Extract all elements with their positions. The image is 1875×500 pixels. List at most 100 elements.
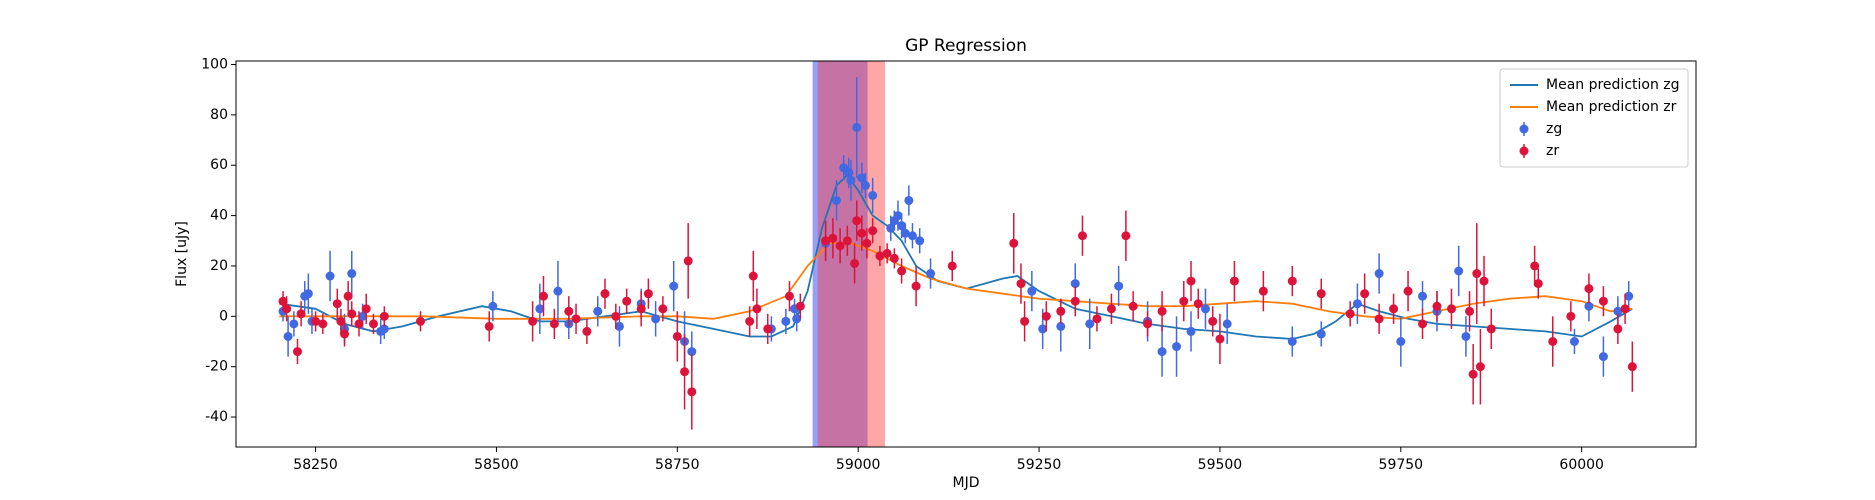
- data-point: [1215, 334, 1225, 344]
- data-point: [1222, 319, 1232, 329]
- plot-frame: [235, 60, 1697, 448]
- data-point: [669, 281, 679, 291]
- mean-line: [279, 173, 1633, 340]
- data-point: [1316, 289, 1326, 299]
- data-point: [1085, 319, 1095, 329]
- data-point: [1465, 306, 1475, 316]
- data-point: [1258, 286, 1268, 296]
- legend-swatch: [1519, 124, 1529, 134]
- data-point: [947, 261, 957, 271]
- x-tick-label: 59000: [836, 457, 881, 473]
- data-point: [1584, 284, 1594, 294]
- data-point: [828, 233, 838, 243]
- data-point: [1121, 231, 1131, 241]
- data-point: [1287, 336, 1297, 346]
- data-point: [318, 319, 328, 329]
- data-point: [484, 321, 494, 331]
- data-point: [347, 269, 357, 279]
- data-point: [1077, 231, 1087, 241]
- data-point: [860, 180, 870, 190]
- data-point: [282, 304, 292, 314]
- data-point: [1352, 299, 1362, 309]
- data-point: [911, 281, 921, 291]
- legend-label: Mean prediction zr: [1546, 99, 1677, 115]
- data-point: [1186, 276, 1196, 286]
- data-point: [680, 367, 690, 377]
- data-point: [886, 223, 896, 233]
- data-point: [340, 329, 350, 339]
- legend-label: Mean prediction zg: [1546, 77, 1680, 93]
- data-point: [1613, 324, 1623, 334]
- data-point: [1106, 304, 1116, 314]
- data-point: [1128, 301, 1138, 311]
- data-point: [1157, 347, 1167, 357]
- data-point: [296, 309, 306, 319]
- data-point: [1229, 276, 1239, 286]
- data-point: [852, 216, 862, 226]
- data-point: [926, 269, 936, 279]
- data-point: [325, 271, 335, 281]
- data-point: [1598, 296, 1608, 306]
- x-tick-label: 58750: [655, 457, 700, 473]
- chart-title: GP Regression: [905, 36, 1027, 56]
- data-point: [752, 304, 762, 314]
- data-point: [549, 319, 559, 329]
- data-point: [1566, 311, 1576, 321]
- data-point: [368, 319, 378, 329]
- data-point: [868, 226, 878, 236]
- data-point: [1287, 276, 1297, 286]
- y-tick-label: 80: [210, 107, 228, 123]
- data-point: [1472, 269, 1482, 279]
- data-point: [358, 311, 368, 321]
- y-tick-label: 20: [210, 258, 228, 274]
- data-point: [748, 271, 758, 281]
- data-point: [283, 331, 293, 341]
- data-point: [651, 314, 661, 324]
- data-point: [1020, 316, 1030, 326]
- data-point: [614, 321, 624, 331]
- x-tick-label: 58250: [293, 457, 338, 473]
- x-tick-label: 58500: [474, 457, 519, 473]
- data-point: [1374, 314, 1384, 324]
- data-point: [846, 175, 856, 185]
- data-point: [1624, 291, 1634, 301]
- data-point: [1530, 261, 1540, 271]
- data-point: [857, 173, 867, 183]
- data-point: [571, 314, 581, 324]
- data-point: [1620, 304, 1630, 314]
- data-point: [593, 306, 603, 316]
- data-point: [535, 304, 545, 314]
- data-point: [1446, 304, 1456, 314]
- shaded-span: [817, 61, 885, 447]
- data-point: [343, 291, 353, 301]
- data-point: [643, 289, 653, 299]
- y-tick-label: -20: [205, 359, 228, 375]
- data-point: [1360, 289, 1370, 299]
- data-point: [1186, 326, 1196, 336]
- data-point: [1432, 301, 1442, 311]
- data-point: [784, 291, 794, 301]
- data-point: [379, 324, 389, 334]
- data-point: [835, 241, 845, 251]
- data-point: [844, 168, 854, 178]
- data-point: [1533, 279, 1543, 289]
- data-point: [1374, 269, 1384, 279]
- data-point: [763, 324, 773, 334]
- data-point: [553, 286, 563, 296]
- data-point: [1454, 266, 1464, 276]
- data-point: [842, 236, 852, 246]
- data-point: [897, 266, 907, 276]
- x-tick-label: 59500: [1198, 457, 1243, 473]
- data-point: [1016, 279, 1026, 289]
- data-point: [1548, 336, 1558, 346]
- data-point: [795, 301, 805, 311]
- data-point: [611, 311, 621, 321]
- data-point: [1316, 329, 1326, 339]
- legend-label: zg: [1546, 121, 1562, 137]
- data-point: [292, 347, 302, 357]
- data-point: [1208, 316, 1218, 326]
- data-point: [857, 228, 867, 238]
- data-point: [889, 253, 899, 263]
- data-point: [745, 316, 755, 326]
